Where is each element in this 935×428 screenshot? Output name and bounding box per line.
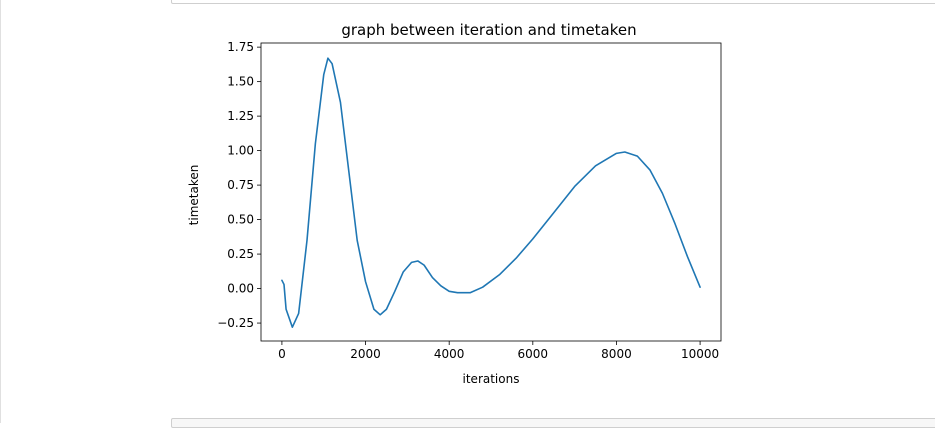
- x-tick-label: 8000: [601, 347, 632, 361]
- y-tick-label: 1.00: [227, 144, 254, 158]
- y-tick-label: −0.25: [217, 316, 254, 330]
- y-tick-label: 1.25: [227, 109, 254, 123]
- y-tick-label: 0.75: [227, 178, 254, 192]
- y-tick-label: 0.50: [227, 213, 254, 227]
- plot-area-frame: [260, 42, 722, 342]
- previous-cell-edge[interactable]: [171, 0, 935, 4]
- y-axis-label: timetaken: [187, 165, 201, 226]
- x-tick-label: 2000: [350, 347, 381, 361]
- x-axis-label: iterations: [463, 372, 520, 386]
- cell-output-area: 0 2000 4000 6000 8000 10000 −0.25 0.00 0.25 0.50…: [171, 4, 935, 416]
- y-tick-label: 0.25: [227, 247, 254, 261]
- notebook-left-rule: [0, 0, 1, 423]
- y-tick-label: 1.50: [227, 75, 254, 89]
- next-cell-edge[interactable]: [171, 418, 935, 428]
- y-axis-ticks: −0.25 0.00 0.25 0.50 0.75 1.00 1.25 1.50 1.75: [217, 40, 261, 330]
- x-tick-label: 0: [278, 347, 286, 361]
- line-chart: 0 2000 4000 6000 8000 10000 −0.25 0.00 0.25 0.50…: [187, 21, 722, 386]
- x-tick-label: 10000: [681, 347, 719, 361]
- y-tick-label: 0.00: [227, 282, 254, 296]
- x-axis-ticks: 0 2000 4000 6000 8000 10000: [278, 341, 719, 361]
- y-tick-label: 1.75: [227, 40, 254, 54]
- x-tick-label: 6000: [518, 347, 549, 361]
- series-line-0: [281, 57, 701, 328]
- chart-title: graph between iteration and timetaken: [341, 21, 636, 39]
- x-tick-label: 4000: [434, 347, 465, 361]
- series-layer: [281, 57, 701, 328]
